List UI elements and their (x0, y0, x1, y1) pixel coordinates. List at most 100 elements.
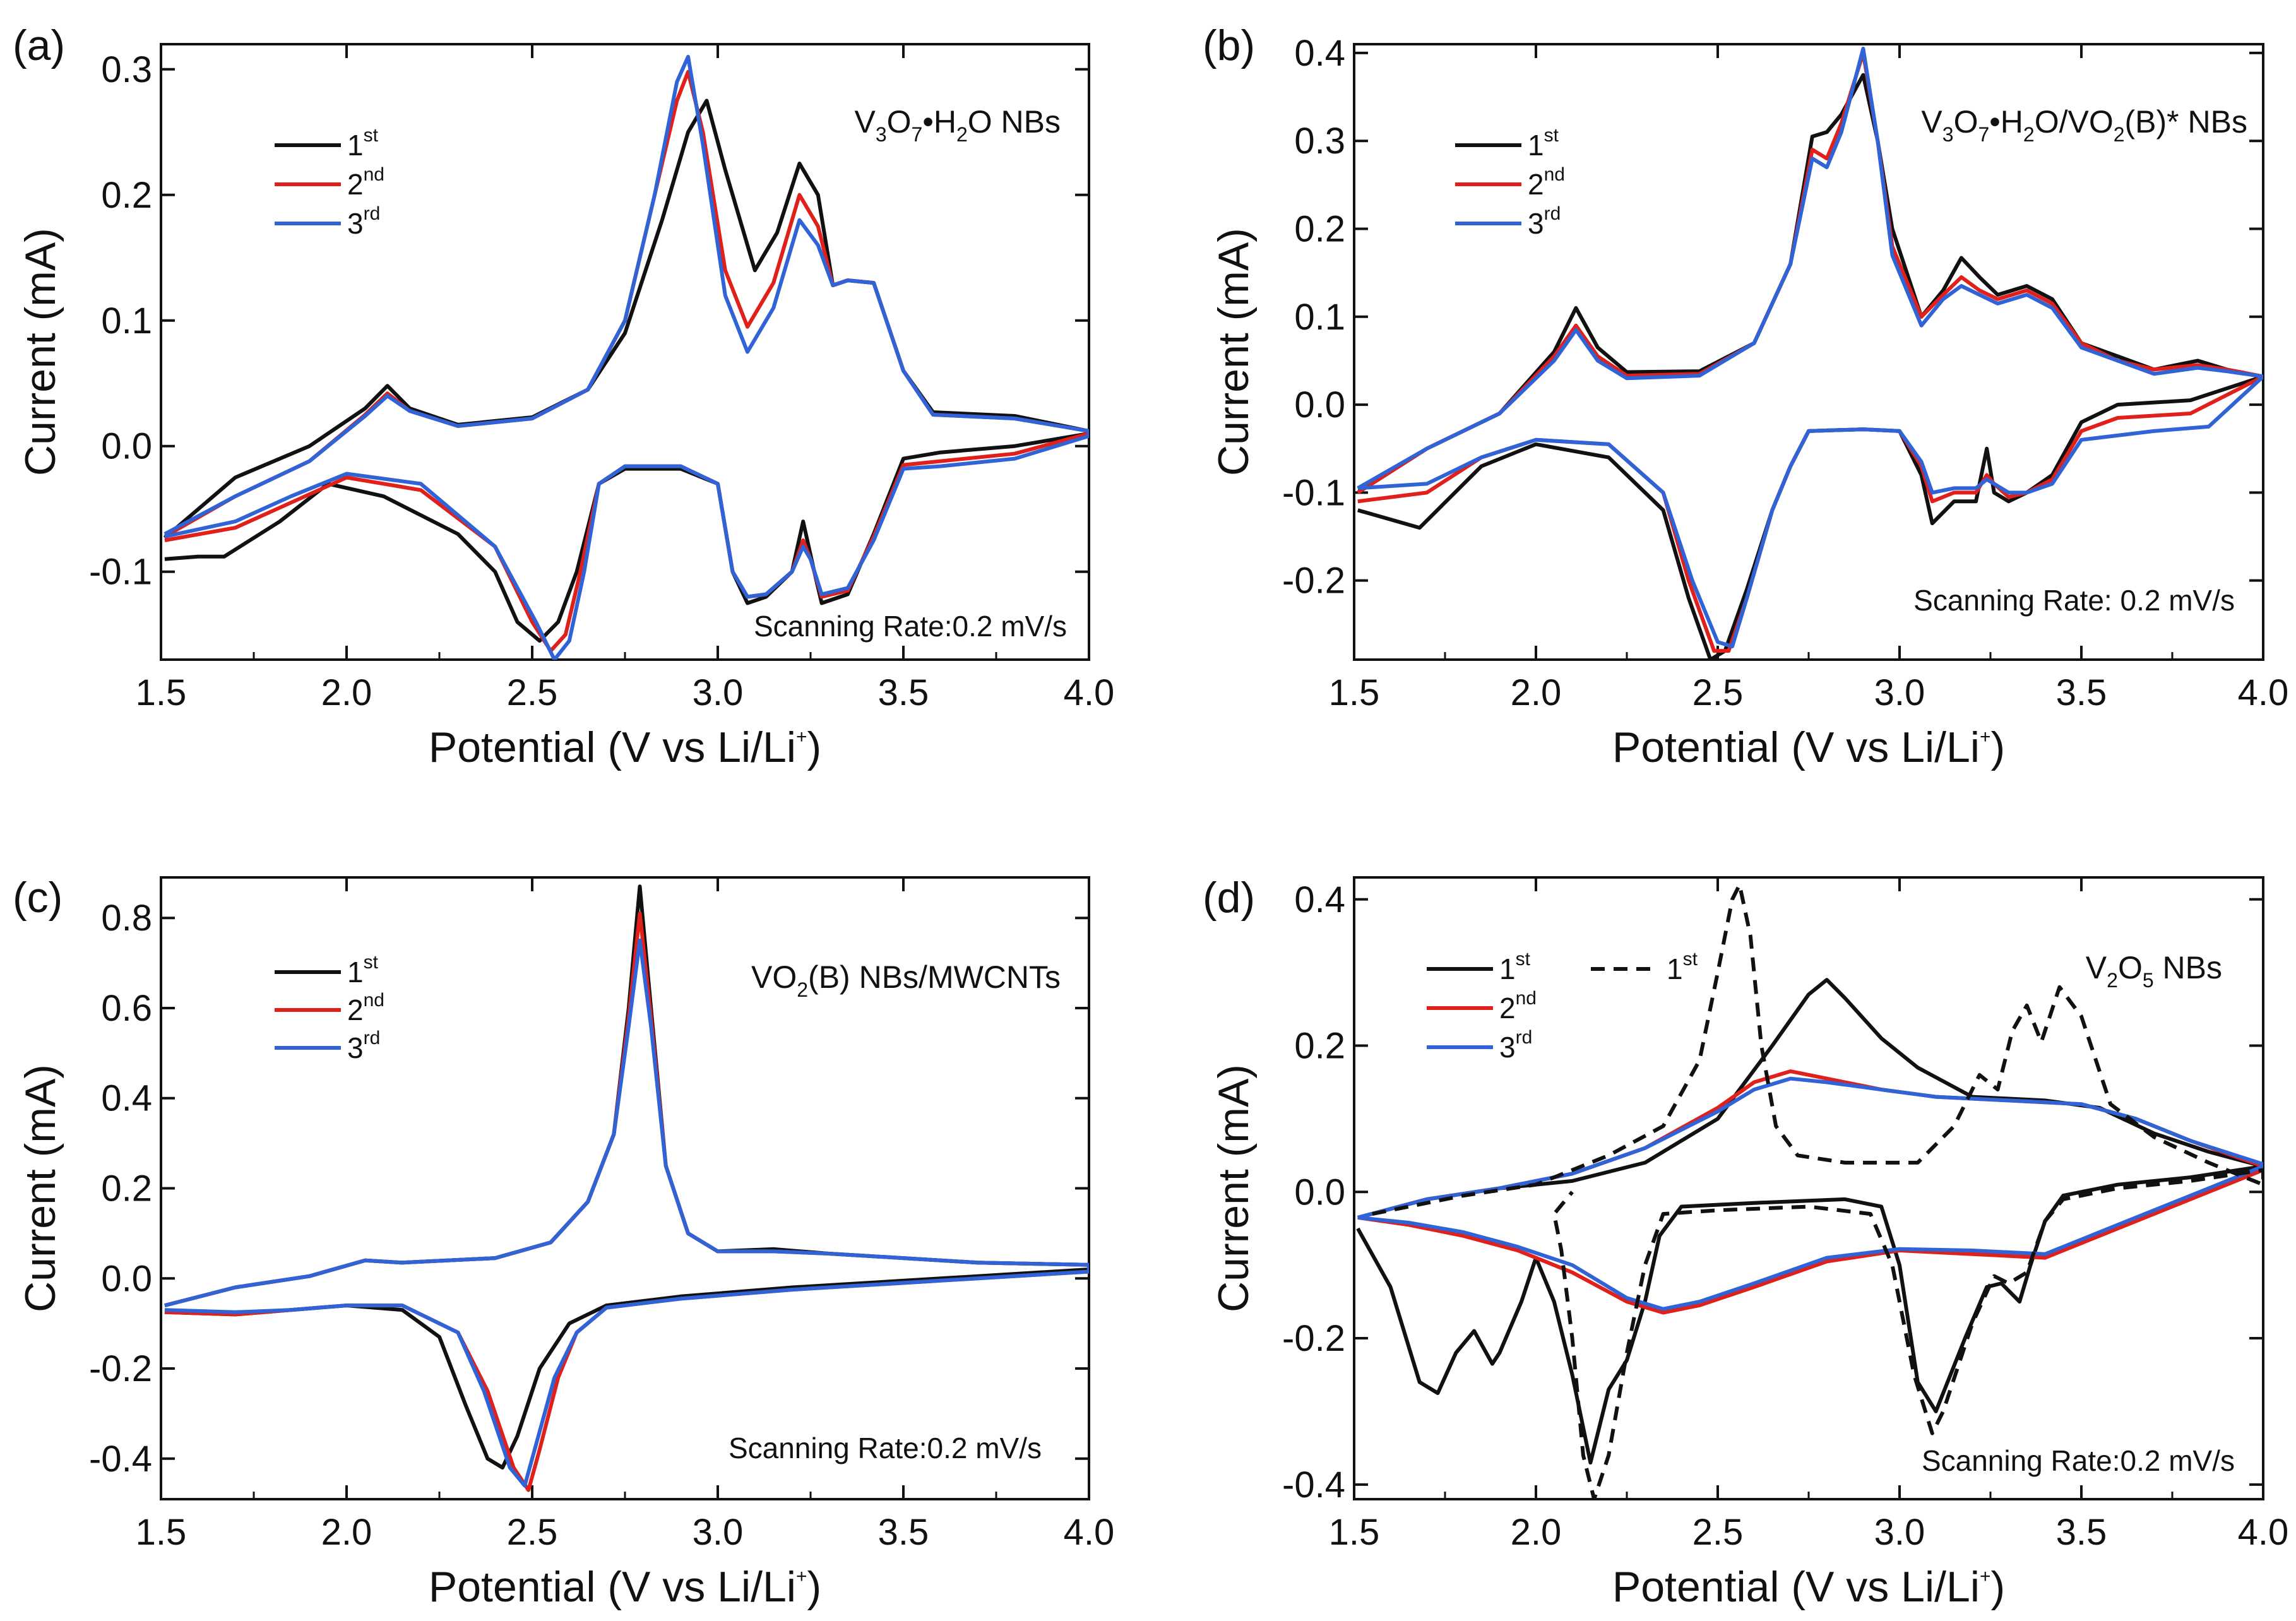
y-tick-label: 0.4 (1294, 33, 1345, 74)
x-tick-label: 3.0 (693, 672, 744, 713)
x-tick-label: 2.0 (1511, 1512, 1562, 1553)
x-tick-label: 4.0 (2238, 672, 2289, 713)
legend-label: 1st (1499, 949, 1531, 985)
legend-label: 1st (347, 125, 379, 162)
y-tick-label: 0.1 (101, 300, 152, 341)
y-tick-label: 0.8 (101, 898, 152, 939)
x-tick-label: 1.5 (1329, 672, 1380, 713)
scan-rate-note: Scanning Rate: 0.2 mV/s (1913, 584, 2235, 617)
y-tick-label: -0.2 (1282, 561, 1345, 602)
y-tick-label: 0.0 (1294, 384, 1345, 425)
x-axis-label: Potential (V vs Li/Li+) (1612, 1563, 2005, 1611)
y-tick-label: -0.2 (89, 1348, 152, 1389)
y-tick-label: 0.4 (101, 1078, 152, 1119)
legend-label: 2nd (1499, 988, 1537, 1024)
series-group (163, 54, 1089, 660)
x-tick-label: 1.5 (136, 1512, 187, 1553)
x-tick-label: 4.0 (1064, 1512, 1115, 1553)
y-tick-label: 0.3 (1294, 121, 1345, 162)
y-tick-label: 0.2 (101, 1168, 152, 1209)
y-tick-label: 0.1 (1294, 297, 1345, 338)
series-line-1 (1357, 1069, 2263, 1315)
y-tick-label: 0.0 (101, 426, 152, 467)
series-group (1356, 882, 2263, 1499)
series-line-3-dashed (1372, 882, 2263, 1499)
legend-label-dashed: 1st (1667, 949, 1698, 985)
series-line-2 (1357, 1076, 2263, 1311)
x-tick-label: 3.5 (878, 1512, 929, 1553)
y-tick-label: 0.6 (101, 988, 152, 1029)
x-tick-label: 3.0 (693, 1512, 744, 1553)
x-tick-label: 3.5 (878, 672, 929, 713)
x-tick-label: 2.0 (1511, 672, 1562, 713)
legend-label: 3rd (347, 1028, 380, 1064)
chart-panel-2: (c) 1.5 2.0 2.5 3.0 3.5 4.0 -0.4 -0.2 0.0 0.2 0.4 0.… (13, 874, 1114, 1611)
series-group (1357, 47, 2263, 660)
series-group (164, 884, 1089, 1492)
legend-label: 2nd (1528, 164, 1565, 201)
scan-rate-note: Scanning Rate:0.2 mV/s (729, 1432, 1042, 1464)
x-tick-label: 1.5 (1329, 1512, 1380, 1553)
x-tick-label: 2.0 (321, 1512, 372, 1553)
legend-label: 3rd (1528, 203, 1561, 240)
series-title: V3O7•H2O/VO2(B)* NBs (1921, 104, 2247, 146)
panel-label: (b) (1203, 21, 1255, 69)
x-tick-label: 3.0 (1874, 1512, 1925, 1553)
legend-label: 3rd (347, 203, 380, 240)
y-tick-label: 0.2 (101, 175, 152, 216)
x-tick-label: 2.5 (507, 672, 558, 713)
y-tick-label: -0.2 (1282, 1318, 1345, 1359)
legend-label: 1st (347, 952, 379, 989)
series-line-2 (164, 54, 1089, 660)
x-tick-label: 2.5 (1692, 672, 1744, 713)
y-tick-label: 0.2 (1294, 1026, 1345, 1067)
scan-rate-note: Scanning Rate:0.2 mV/s (754, 610, 1067, 643)
series-line-0 (163, 98, 1089, 643)
legend-label: 3rd (1499, 1027, 1532, 1064)
x-axis-label: Potential (V vs Li/Li+) (429, 723, 821, 771)
chart-panel-3: (d) 1.5 2.0 2.5 3.0 3.5 4.0 -0.4 -0.2 0.0 0.2 0.4 Po… (1203, 874, 2288, 1611)
x-tick-label: 2.0 (321, 672, 372, 713)
legend-label: 2nd (347, 164, 384, 201)
x-axis-label: Potential (V vs Li/Li+) (429, 1563, 821, 1611)
y-tick-label: -0.4 (89, 1439, 152, 1480)
x-tick-label: 4.0 (2238, 1512, 2289, 1553)
y-axis-label: Current (mA) (1210, 1064, 1258, 1312)
y-tick-label: 0.0 (101, 1258, 152, 1299)
x-tick-label: 3.0 (1874, 672, 1925, 713)
x-axis-label: Potential (V vs Li/Li+) (1612, 723, 2005, 771)
chart-panel-0: (a) 1.5 2.0 2.5 3.0 3.5 4.0 -0.1 0.0 0.1 0.2 0.3 Pot… (13, 21, 1114, 771)
series-title: VO2(B) NBs/MWCNTs (751, 959, 1061, 1001)
y-axis-label: Current (mA) (16, 1064, 64, 1312)
y-tick-label: 0.3 (101, 49, 152, 90)
y-tick-label: 0.4 (1294, 879, 1345, 920)
scan-rate-note: Scanning Rate:0.2 mV/s (1922, 1444, 2235, 1477)
legend-label: 2nd (347, 990, 384, 1026)
x-tick-label: 4.0 (1064, 672, 1115, 713)
x-tick-label: 1.5 (136, 672, 187, 713)
y-tick-label: -0.4 (1282, 1464, 1345, 1505)
panel-label: (c) (13, 874, 62, 922)
series-line-1 (164, 911, 1089, 1492)
chart-panel-1: (b) 1.5 2.0 2.5 3.0 3.5 4.0 -0.2 -0.1 0.0 0.1 0.2 0.… (1203, 21, 2288, 771)
x-tick-label: 3.5 (2056, 672, 2107, 713)
legend-label: 1st (1528, 125, 1559, 162)
x-tick-label: 2.5 (507, 1512, 558, 1553)
x-tick-label: 3.5 (2056, 1512, 2107, 1553)
series-title: V2O5 NBs (2086, 950, 2222, 992)
y-tick-label: -0.1 (89, 552, 152, 593)
panel-label: (a) (13, 21, 65, 69)
series-line-2 (1357, 47, 2263, 649)
x-tick-label: 2.5 (1692, 1512, 1744, 1553)
y-axis-label: Current (mA) (16, 228, 64, 476)
series-title: V3O7•H2O NBs (854, 104, 1061, 146)
series-line-1 (164, 69, 1089, 653)
y-axis-label: Current (mA) (1210, 228, 1258, 476)
y-tick-label: -0.1 (1282, 472, 1345, 513)
series-line-2 (164, 938, 1089, 1488)
y-tick-label: 0.0 (1294, 1172, 1345, 1213)
panel-label: (d) (1203, 874, 1255, 922)
series-line-0 (1356, 978, 2263, 1465)
y-tick-label: 0.2 (1294, 209, 1345, 250)
